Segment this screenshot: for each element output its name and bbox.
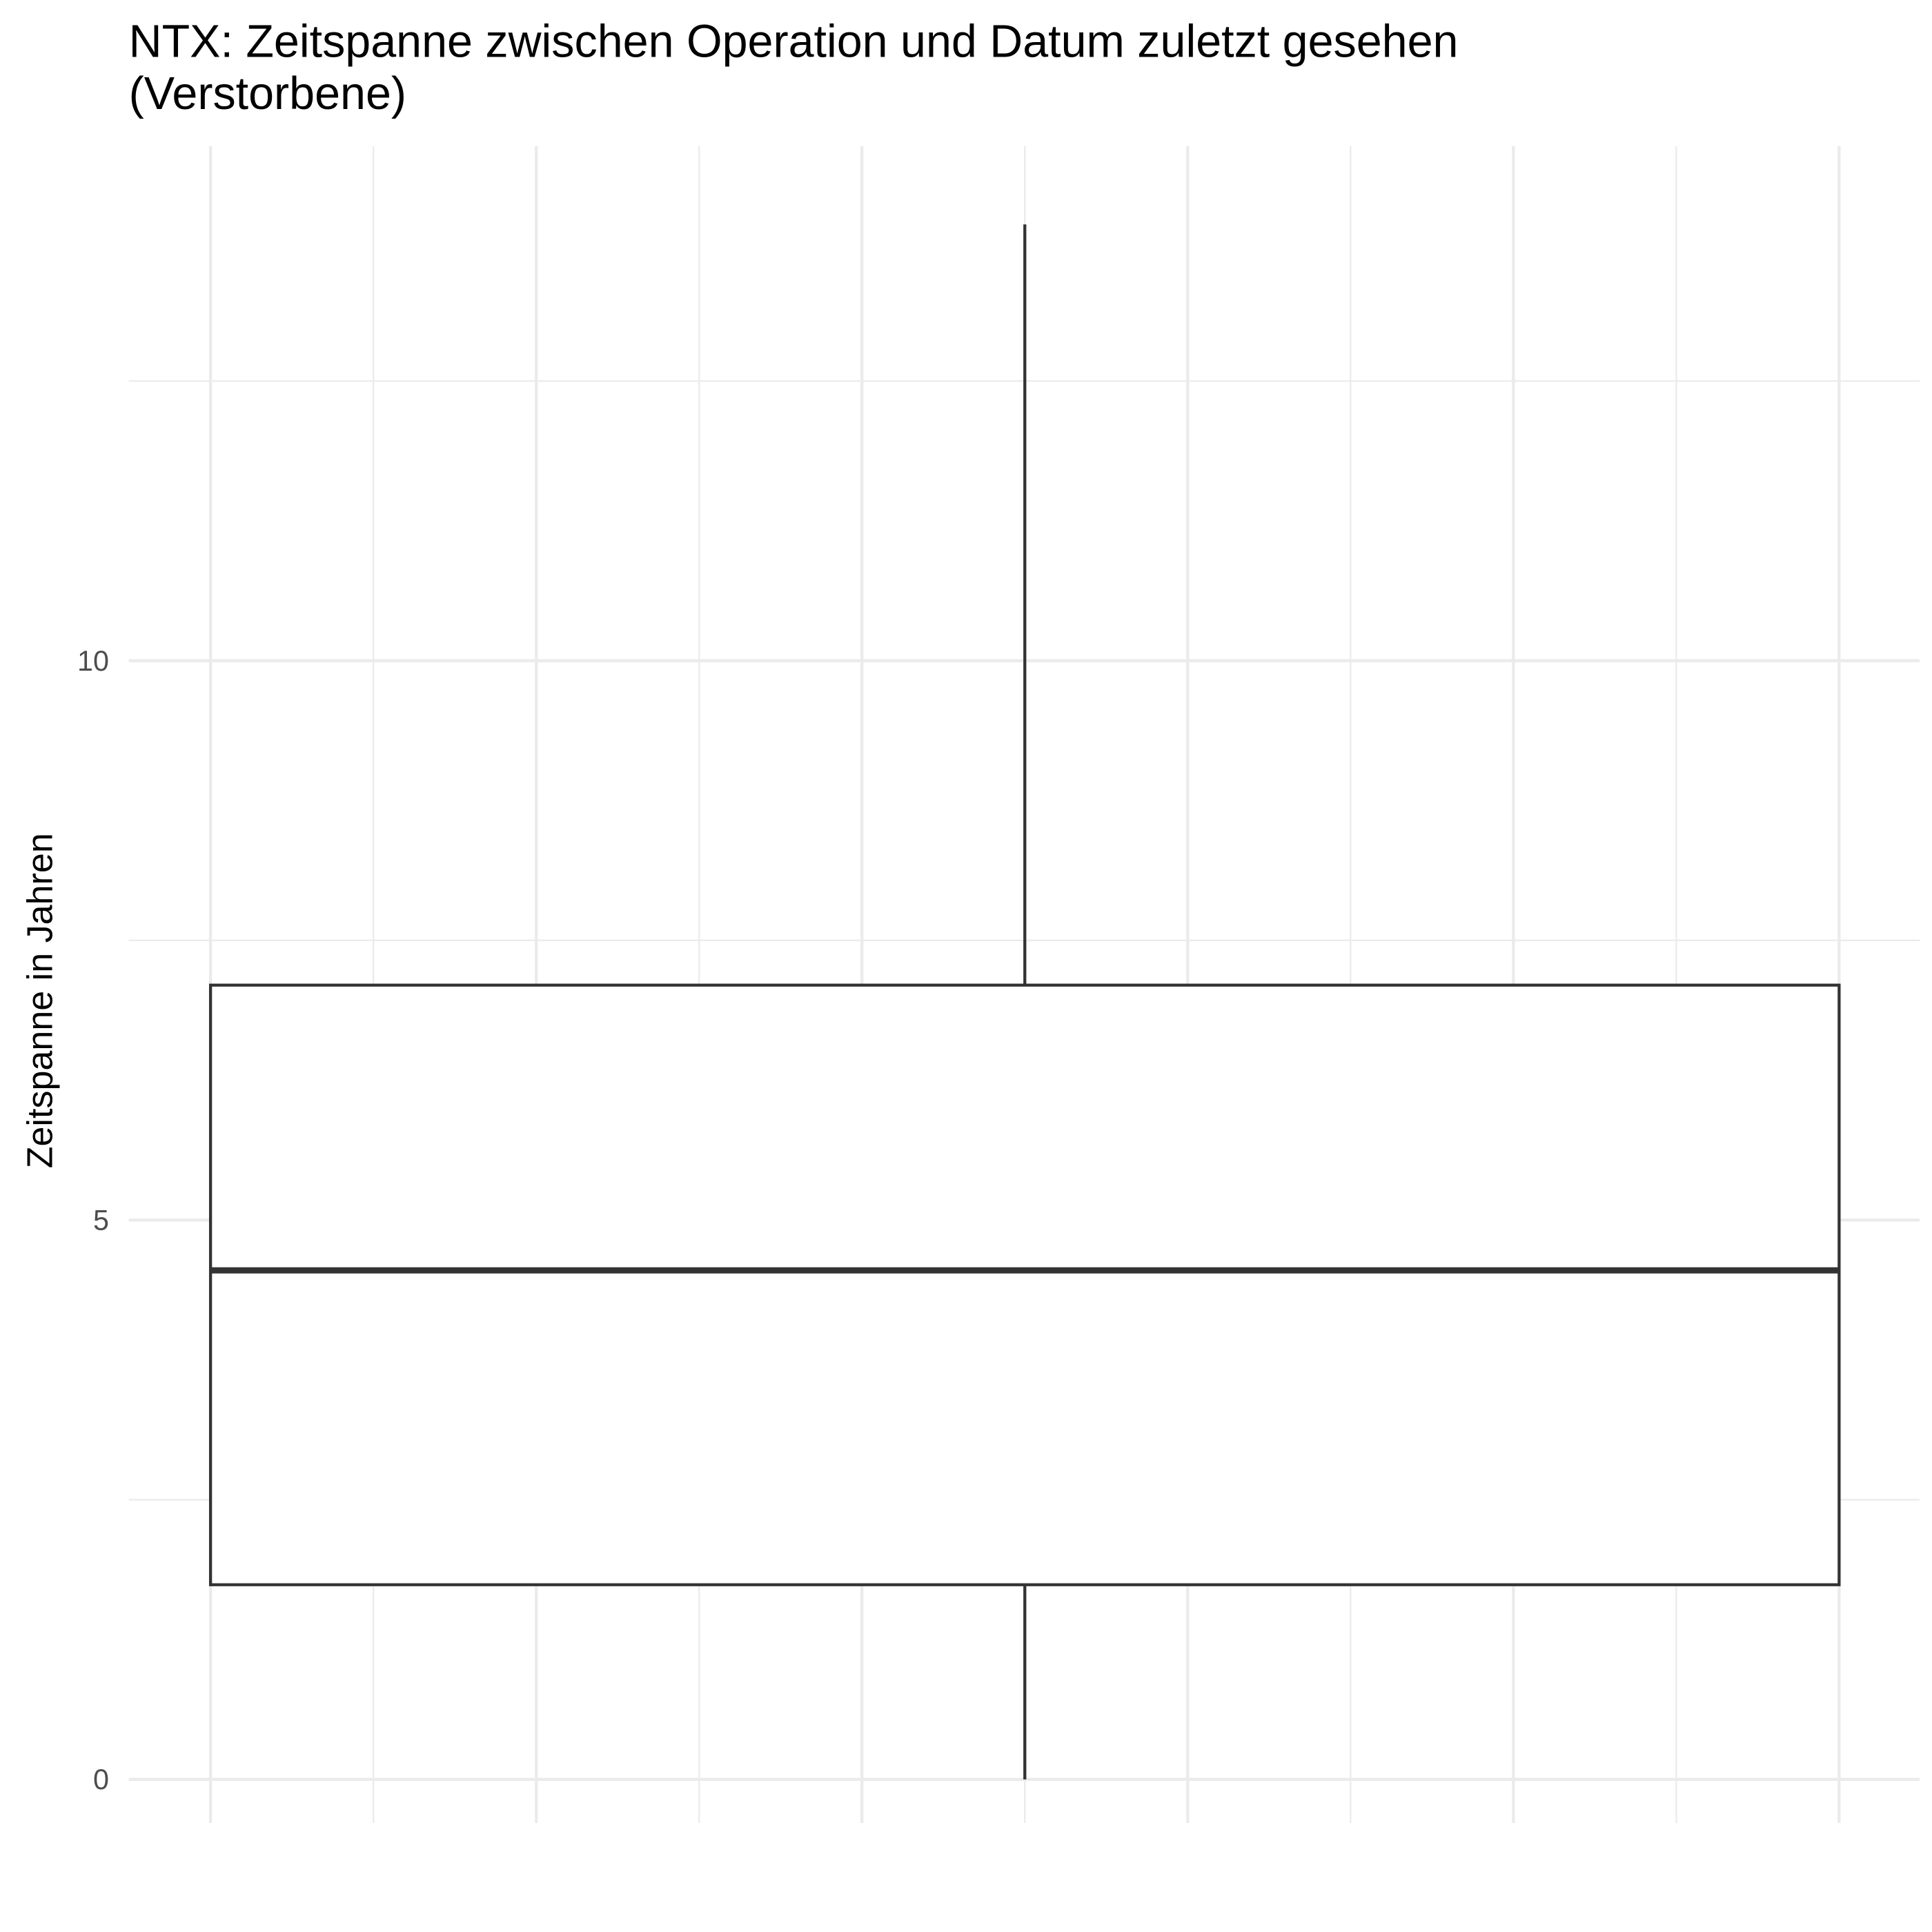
- y-tick-label: 5: [93, 1205, 109, 1236]
- marks: [208, 224, 1841, 1780]
- y-tick-label: 0: [93, 1764, 109, 1795]
- chart-title: NTX: Zeitspanne zwischen Operation und D…: [129, 17, 1459, 119]
- y-tick-label: 10: [77, 645, 109, 677]
- y-axis-label: Zeitspanne in Jahren: [20, 833, 60, 1168]
- box: [208, 983, 1841, 1586]
